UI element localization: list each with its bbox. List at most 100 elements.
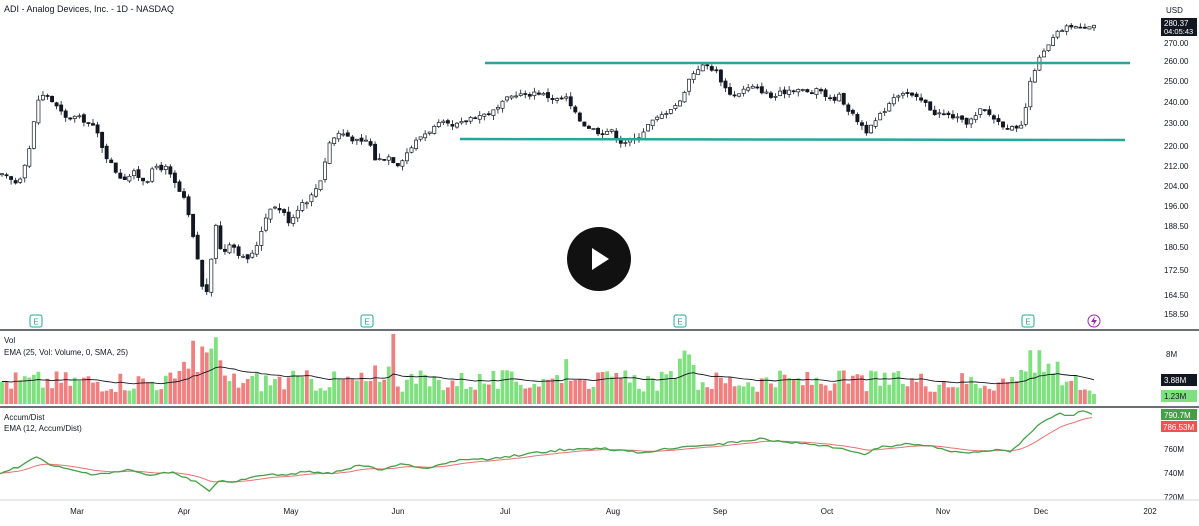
candle <box>163 164 168 175</box>
candle <box>700 63 705 72</box>
volume-bar <box>787 377 792 404</box>
candle <box>354 138 359 145</box>
candle <box>13 177 18 185</box>
support-line[interactable] <box>459 137 1126 142</box>
candle <box>345 129 350 137</box>
candle <box>113 162 118 174</box>
candle <box>1019 120 1024 129</box>
candle <box>869 124 874 134</box>
volume-bar <box>796 378 801 404</box>
play-video-button[interactable] <box>567 227 631 291</box>
earnings-marker[interactable]: E <box>673 314 687 328</box>
volume-bar <box>855 374 860 404</box>
volume-bar <box>901 383 905 404</box>
volume-bar <box>800 385 805 404</box>
candle <box>50 95 55 103</box>
volume-bar <box>573 379 578 404</box>
volume-bar <box>719 377 723 404</box>
candle <box>314 184 318 198</box>
time-tick: Dec <box>1034 507 1048 516</box>
candle <box>523 90 528 99</box>
candle <box>477 111 482 124</box>
accum-tick: 720M <box>1164 493 1184 502</box>
candle <box>728 82 732 96</box>
candle <box>400 159 405 171</box>
candle <box>1064 24 1069 36</box>
dividend-marker[interactable] <box>1087 314 1101 328</box>
volume-bar <box>587 388 591 404</box>
candle <box>505 96 510 103</box>
candle <box>591 128 596 131</box>
candle <box>40 91 45 102</box>
volume-series <box>0 334 1096 404</box>
volume-bar <box>336 378 341 404</box>
volume-bar <box>482 383 487 404</box>
candle <box>837 92 842 102</box>
candle <box>1001 121 1005 130</box>
volume-bar <box>22 376 27 404</box>
volume-bar <box>728 377 732 404</box>
candle <box>54 101 59 110</box>
price-axis[interactable]: USD 280.37 04:05:43 270.00 260.00 250.00 24… <box>1161 6 1197 319</box>
candle <box>496 104 500 114</box>
volume-bar <box>254 372 259 404</box>
candle <box>150 166 155 184</box>
volume-bar <box>609 376 614 404</box>
candle <box>650 119 655 130</box>
volume-bar <box>223 375 227 404</box>
candle <box>696 65 701 75</box>
candle <box>714 66 719 74</box>
candle <box>1051 34 1055 47</box>
volume-bar <box>646 376 650 404</box>
time-tick: Oct <box>821 507 834 516</box>
volume-bar <box>1064 381 1069 404</box>
volume-bar <box>887 384 892 404</box>
volume-bar <box>163 375 168 404</box>
volume-bar <box>432 376 437 404</box>
time-axis[interactable]: Mar Apr May Jun Jul Aug Sep Oct Nov Dec 202 <box>70 507 1157 516</box>
candle <box>950 110 955 120</box>
volume-bar <box>122 390 127 404</box>
candle <box>559 95 564 100</box>
earnings-marker[interactable]: E <box>360 314 374 328</box>
candle <box>787 86 792 98</box>
candle <box>482 113 487 121</box>
volume-bar <box>200 346 205 404</box>
candle <box>77 113 82 119</box>
last-price-label: 280.37 <box>1164 19 1189 28</box>
candle <box>273 205 277 210</box>
candle <box>982 109 987 113</box>
volume-subtitle: EMA (25, Vol: Volume, 0, SMA, 25) <box>4 348 128 357</box>
volume-bar <box>427 386 432 404</box>
candle <box>960 114 965 123</box>
volume-bar <box>382 379 387 404</box>
volume-bar <box>282 389 286 404</box>
candle <box>418 136 423 142</box>
candle <box>1010 125 1015 131</box>
price-tick: 164.50 <box>1164 291 1189 300</box>
volume-bar <box>177 371 182 404</box>
earnings-marker[interactable]: E <box>29 314 43 328</box>
time-tick: Jul <box>500 507 510 516</box>
volume-bar <box>436 380 441 404</box>
volume-bar <box>414 383 418 404</box>
volume-bar <box>27 377 32 404</box>
candle <box>268 208 273 224</box>
candle <box>668 109 673 115</box>
volume-bar <box>1023 371 1028 404</box>
volume-bar <box>291 370 296 404</box>
volume-bar <box>559 383 564 404</box>
volume-bar <box>1037 350 1042 404</box>
candle <box>673 103 678 111</box>
candle <box>27 145 32 169</box>
volume-bar <box>823 385 828 404</box>
candle <box>68 117 73 121</box>
earnings-marker[interactable]: E <box>1021 314 1035 328</box>
candle <box>259 226 264 251</box>
volume-axis-tick: 8M <box>1166 350 1177 359</box>
candle <box>841 92 846 106</box>
volume-bar <box>304 370 309 404</box>
volume-bar <box>323 390 327 404</box>
